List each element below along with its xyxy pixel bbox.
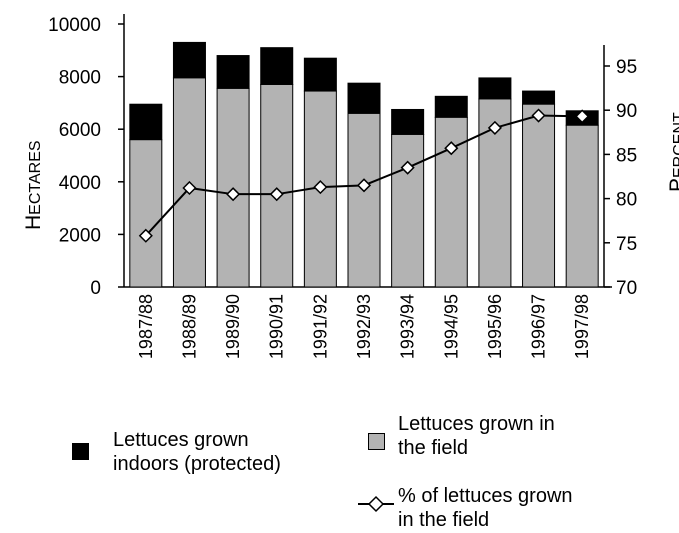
bar-field bbox=[391, 133, 425, 288]
left-tick-label: 2000 bbox=[59, 225, 101, 246]
category-label: 1990/91 bbox=[267, 294, 287, 359]
bar-field bbox=[260, 83, 294, 288]
left-tick-label: 8000 bbox=[59, 68, 101, 89]
percent-point bbox=[400, 160, 415, 175]
percent-point bbox=[313, 180, 328, 195]
label-layer: 0 2000 4000 6000 8000 10000 70 75 80 85 90 95 HECTAR… bbox=[22, 15, 679, 359]
bar-layer bbox=[129, 41, 599, 288]
right-tick-label: 80 bbox=[616, 190, 637, 211]
bar-field bbox=[129, 139, 163, 288]
category-label: 1992/93 bbox=[354, 294, 374, 359]
percent-point bbox=[138, 228, 153, 243]
right-axis-title: PERCENT bbox=[666, 112, 679, 192]
category-label: 1987/88 bbox=[136, 294, 156, 359]
line-layer bbox=[138, 108, 590, 243]
right-tick-label: 85 bbox=[616, 145, 637, 166]
percent-point bbox=[269, 187, 284, 202]
left-tick-label: 10000 bbox=[48, 15, 101, 36]
percent-point bbox=[531, 108, 546, 123]
bar-indoors bbox=[522, 90, 556, 105]
bar-indoors bbox=[478, 77, 512, 100]
category-label: 1994/95 bbox=[441, 294, 461, 359]
percent-point bbox=[444, 141, 459, 156]
category-label: 1997/98 bbox=[572, 294, 592, 359]
left-axis-title: HECTARES bbox=[22, 140, 45, 230]
category-label: 1988/89 bbox=[179, 294, 199, 359]
bar-indoors bbox=[391, 108, 425, 135]
right-tick-label: 90 bbox=[616, 101, 637, 122]
bar-indoors bbox=[303, 57, 337, 92]
legend-swatch-field bbox=[368, 433, 385, 450]
bar-indoors bbox=[216, 55, 250, 89]
percent-point bbox=[487, 120, 502, 135]
bar-field bbox=[565, 124, 599, 288]
left-tick-label: 0 bbox=[90, 278, 101, 299]
percent-point bbox=[226, 187, 241, 202]
legend-label-indoors: Lettuces grown indoors (protected) bbox=[113, 429, 281, 475]
left-tick-label: 6000 bbox=[59, 120, 101, 141]
left-tick-label: 4000 bbox=[59, 173, 101, 194]
category-label: 1989/90 bbox=[223, 294, 243, 359]
bar-indoors bbox=[434, 95, 468, 118]
right-tick-label: 95 bbox=[616, 57, 637, 78]
legend-label-percent: % of lettuces grown in the field bbox=[398, 485, 573, 531]
legend-swatch-indoors bbox=[72, 443, 89, 460]
bar-indoors bbox=[129, 103, 163, 141]
category-label: 1995/96 bbox=[485, 294, 505, 359]
category-label: 1996/97 bbox=[529, 294, 549, 359]
bar-indoors bbox=[172, 41, 206, 79]
legend-label-field: Lettuces grown in the field bbox=[398, 413, 555, 459]
right-tick-label: 75 bbox=[616, 234, 637, 255]
percent-point bbox=[575, 109, 590, 124]
bar-indoors bbox=[347, 82, 381, 114]
category-label: 1991/92 bbox=[310, 294, 330, 359]
legend-line-marker bbox=[358, 495, 394, 513]
right-tick-label: 70 bbox=[616, 278, 637, 299]
bar-indoors bbox=[260, 47, 294, 85]
bar-field bbox=[347, 112, 381, 288]
category-label: 1993/94 bbox=[398, 294, 418, 359]
bar-field bbox=[522, 103, 556, 288]
percent-point bbox=[356, 178, 372, 193]
percent-point bbox=[182, 180, 197, 196]
